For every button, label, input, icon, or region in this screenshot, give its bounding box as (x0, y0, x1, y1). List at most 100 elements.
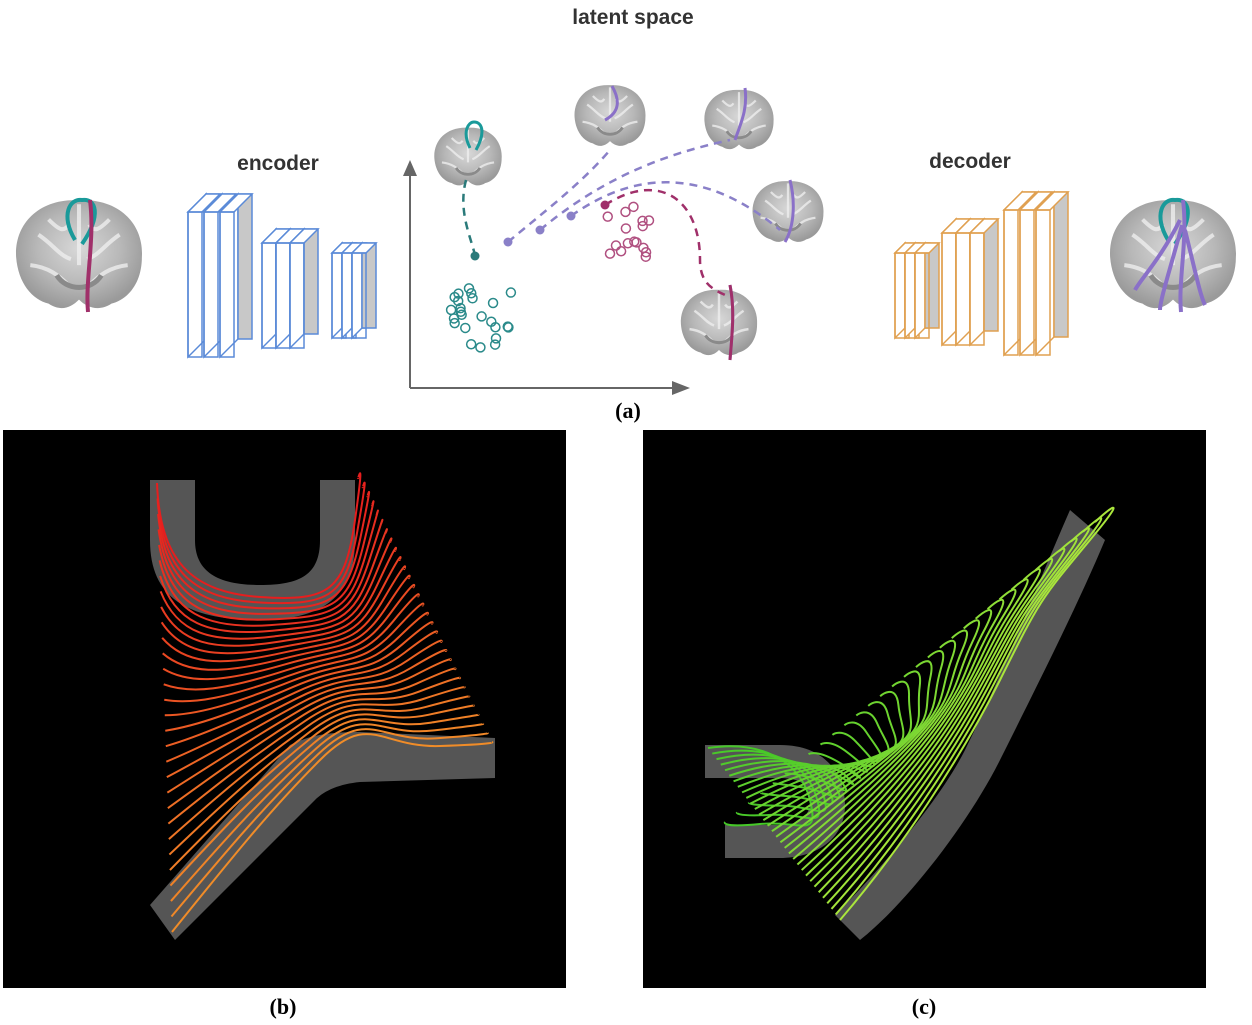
streamline (796, 609, 993, 866)
streamline (156, 481, 366, 605)
streamline (168, 695, 471, 856)
streamline (160, 555, 402, 655)
streamline (839, 506, 1115, 921)
streamline (164, 611, 429, 717)
caption: (c) (912, 994, 936, 1019)
point (566, 211, 576, 221)
streamline (170, 722, 485, 902)
latent-sample (490, 322, 501, 333)
streamline (159, 537, 393, 640)
latent-sample (452, 295, 464, 307)
latent-sample (604, 248, 616, 259)
latent-sample (643, 215, 655, 226)
streamline (167, 667, 457, 809)
latent-sample (455, 302, 466, 314)
latent-sample (489, 339, 501, 350)
streamline (822, 547, 1066, 899)
latent-sample (455, 306, 467, 317)
latent-sample (465, 339, 477, 350)
block-edge (1003, 209, 1019, 356)
streamline (165, 630, 439, 748)
block-edge (261, 242, 277, 349)
latent-sample (505, 287, 517, 298)
latent-sample (475, 342, 486, 353)
caption: (a) (615, 398, 641, 423)
latent-sample (620, 206, 631, 218)
streamline (171, 733, 494, 933)
point (535, 225, 545, 235)
latent-brain (702, 88, 776, 151)
latent-sample (628, 201, 639, 213)
streamline (157, 500, 375, 615)
streamline (158, 509, 379, 621)
clusters (445, 201, 655, 353)
point (470, 251, 480, 261)
streamline (771, 670, 922, 833)
latent-sample (622, 238, 634, 249)
streamline (169, 713, 480, 887)
latent-sample (637, 220, 648, 232)
streamline (170, 728, 489, 918)
latent-sample (467, 293, 478, 304)
axis (409, 168, 680, 389)
streamline (712, 749, 821, 820)
block-face (303, 228, 319, 335)
streamline (809, 578, 1029, 882)
panel-background (643, 430, 1206, 988)
block-edge (1019, 209, 1035, 356)
latent-sample (629, 236, 640, 247)
streamline (801, 598, 1005, 871)
block-edge (941, 232, 957, 346)
streamline (805, 588, 1017, 877)
panel-background (3, 430, 566, 988)
streamline (168, 686, 466, 840)
streamlines (156, 472, 494, 933)
path (462, 179, 477, 256)
latent-sample (490, 333, 502, 344)
latent-sample (476, 311, 487, 322)
block-edge (219, 211, 235, 358)
block-edge (969, 232, 985, 346)
block-edge (351, 252, 367, 339)
latent-points (470, 200, 610, 261)
streamline (164, 602, 425, 703)
path (570, 181, 781, 231)
block-edge (955, 232, 971, 346)
streamline (159, 528, 388, 634)
tract (85, 199, 94, 313)
latent-sample (638, 242, 649, 254)
latent-paths (462, 138, 781, 297)
tract (728, 284, 735, 361)
block-face (983, 218, 999, 332)
streamline (826, 537, 1078, 905)
streamline (161, 565, 407, 663)
streamline (813, 568, 1041, 888)
streamline (162, 574, 411, 671)
streamline (788, 629, 969, 855)
panel-c: (c) (643, 430, 1206, 1019)
network-blocks (186, 190, 1070, 359)
point (503, 237, 513, 247)
streamline (158, 518, 384, 627)
streamline (163, 593, 420, 691)
block-edge (289, 242, 305, 349)
latent-sample (463, 283, 475, 294)
latent-brain (678, 287, 760, 358)
block-edge (275, 242, 291, 349)
streamline (169, 704, 475, 871)
panel-a: latent space encoder decoder (16, 6, 1236, 423)
streamline (166, 648, 448, 779)
block-edge (914, 252, 930, 339)
tract (464, 120, 484, 151)
latent-sample (620, 223, 632, 234)
latent-sample (503, 322, 514, 333)
block-edge (203, 211, 219, 358)
encoder-label: encoder (237, 152, 319, 175)
latent-sample (615, 245, 627, 257)
mask (150, 480, 355, 620)
point (600, 200, 610, 210)
decoder-label: decoder (929, 150, 1011, 173)
caption: (b) (270, 994, 297, 1019)
streamline (784, 639, 957, 849)
